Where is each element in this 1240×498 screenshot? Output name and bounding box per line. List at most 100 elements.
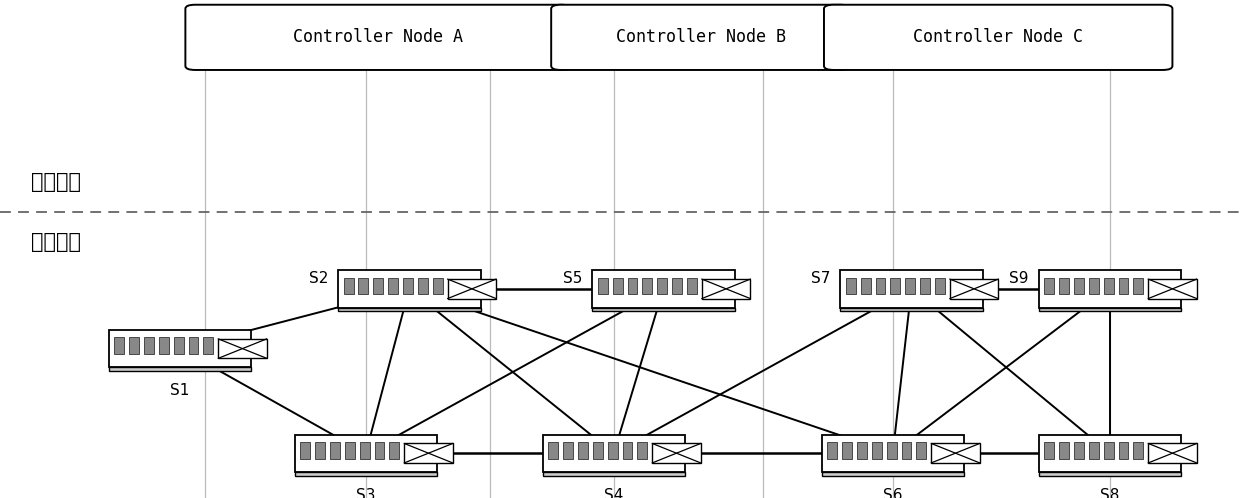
Bar (144, 338, 154, 354)
Bar (403, 277, 413, 294)
Bar (543, 434, 684, 472)
Bar (890, 277, 900, 294)
Text: S2: S2 (309, 271, 327, 286)
Bar (345, 442, 355, 459)
Bar (950, 279, 998, 299)
Bar (1089, 277, 1099, 294)
Bar (627, 277, 637, 294)
Bar (901, 442, 911, 459)
Bar (1118, 277, 1128, 294)
Bar (593, 442, 603, 459)
Bar (109, 330, 250, 368)
Text: S7: S7 (811, 271, 831, 286)
Bar (203, 338, 213, 354)
Text: Controller Node C: Controller Node C (913, 28, 1084, 46)
Bar (1074, 277, 1084, 294)
Bar (1148, 444, 1197, 463)
Bar (1039, 270, 1180, 307)
Bar (374, 442, 384, 459)
Bar (872, 442, 882, 459)
Bar (821, 434, 965, 472)
Bar (613, 277, 622, 294)
Text: Controller Node B: Controller Node B (615, 28, 786, 46)
Bar (821, 472, 965, 476)
FancyBboxPatch shape (186, 4, 570, 70)
Bar (300, 442, 310, 459)
Bar (1044, 277, 1054, 294)
Bar (129, 338, 139, 354)
Bar (861, 277, 870, 294)
Bar (543, 472, 684, 476)
Bar (418, 277, 428, 294)
FancyBboxPatch shape (551, 4, 851, 70)
Bar (1059, 277, 1069, 294)
Bar (931, 444, 980, 463)
Bar (563, 442, 573, 459)
Bar (1148, 279, 1197, 299)
Bar (373, 277, 383, 294)
Bar (188, 338, 198, 354)
Bar (404, 444, 453, 463)
Bar (672, 277, 682, 294)
Bar (1133, 277, 1143, 294)
Bar (622, 442, 632, 459)
Bar (1044, 442, 1054, 459)
Text: S8: S8 (1100, 488, 1120, 498)
Bar (1039, 434, 1180, 472)
Bar (578, 442, 588, 459)
Bar (174, 338, 184, 354)
Bar (1039, 472, 1180, 476)
Bar (330, 442, 340, 459)
Bar (358, 277, 368, 294)
Bar (114, 338, 124, 354)
Bar (1074, 442, 1084, 459)
Bar (448, 279, 496, 299)
Bar (652, 444, 701, 463)
Bar (920, 277, 930, 294)
Bar (433, 277, 443, 294)
Bar (389, 442, 399, 459)
Text: 控制平面: 控制平面 (31, 172, 81, 192)
Bar (1104, 442, 1114, 459)
Bar (1089, 442, 1099, 459)
Bar (846, 277, 856, 294)
Text: Controller Node A: Controller Node A (293, 28, 464, 46)
Bar (109, 368, 250, 371)
Bar (337, 307, 481, 311)
Bar (1133, 442, 1143, 459)
Text: S4: S4 (604, 488, 624, 498)
Bar (637, 442, 647, 459)
FancyBboxPatch shape (825, 4, 1173, 70)
Bar (593, 307, 734, 311)
Bar (218, 339, 267, 359)
Bar (295, 472, 438, 476)
Bar (875, 277, 885, 294)
Bar (548, 442, 558, 459)
Bar (159, 338, 169, 354)
Bar (337, 270, 481, 307)
Bar (935, 277, 945, 294)
Bar (1104, 277, 1114, 294)
Text: S3: S3 (356, 488, 376, 498)
Bar (827, 442, 837, 459)
Bar (598, 277, 608, 294)
Bar (687, 277, 697, 294)
Bar (842, 442, 852, 459)
Bar (916, 442, 926, 459)
Bar (360, 442, 370, 459)
Bar (657, 277, 667, 294)
Text: S5: S5 (563, 271, 583, 286)
Bar (315, 442, 325, 459)
Bar (1118, 442, 1128, 459)
Bar (295, 434, 438, 472)
Bar (841, 270, 982, 307)
Bar (388, 277, 398, 294)
Bar (887, 442, 897, 459)
Text: 数据平面: 数据平面 (31, 232, 81, 251)
Bar (608, 442, 618, 459)
Bar (857, 442, 867, 459)
Bar (593, 270, 734, 307)
Text: S1: S1 (170, 383, 190, 398)
Bar (841, 307, 982, 311)
Bar (702, 279, 750, 299)
